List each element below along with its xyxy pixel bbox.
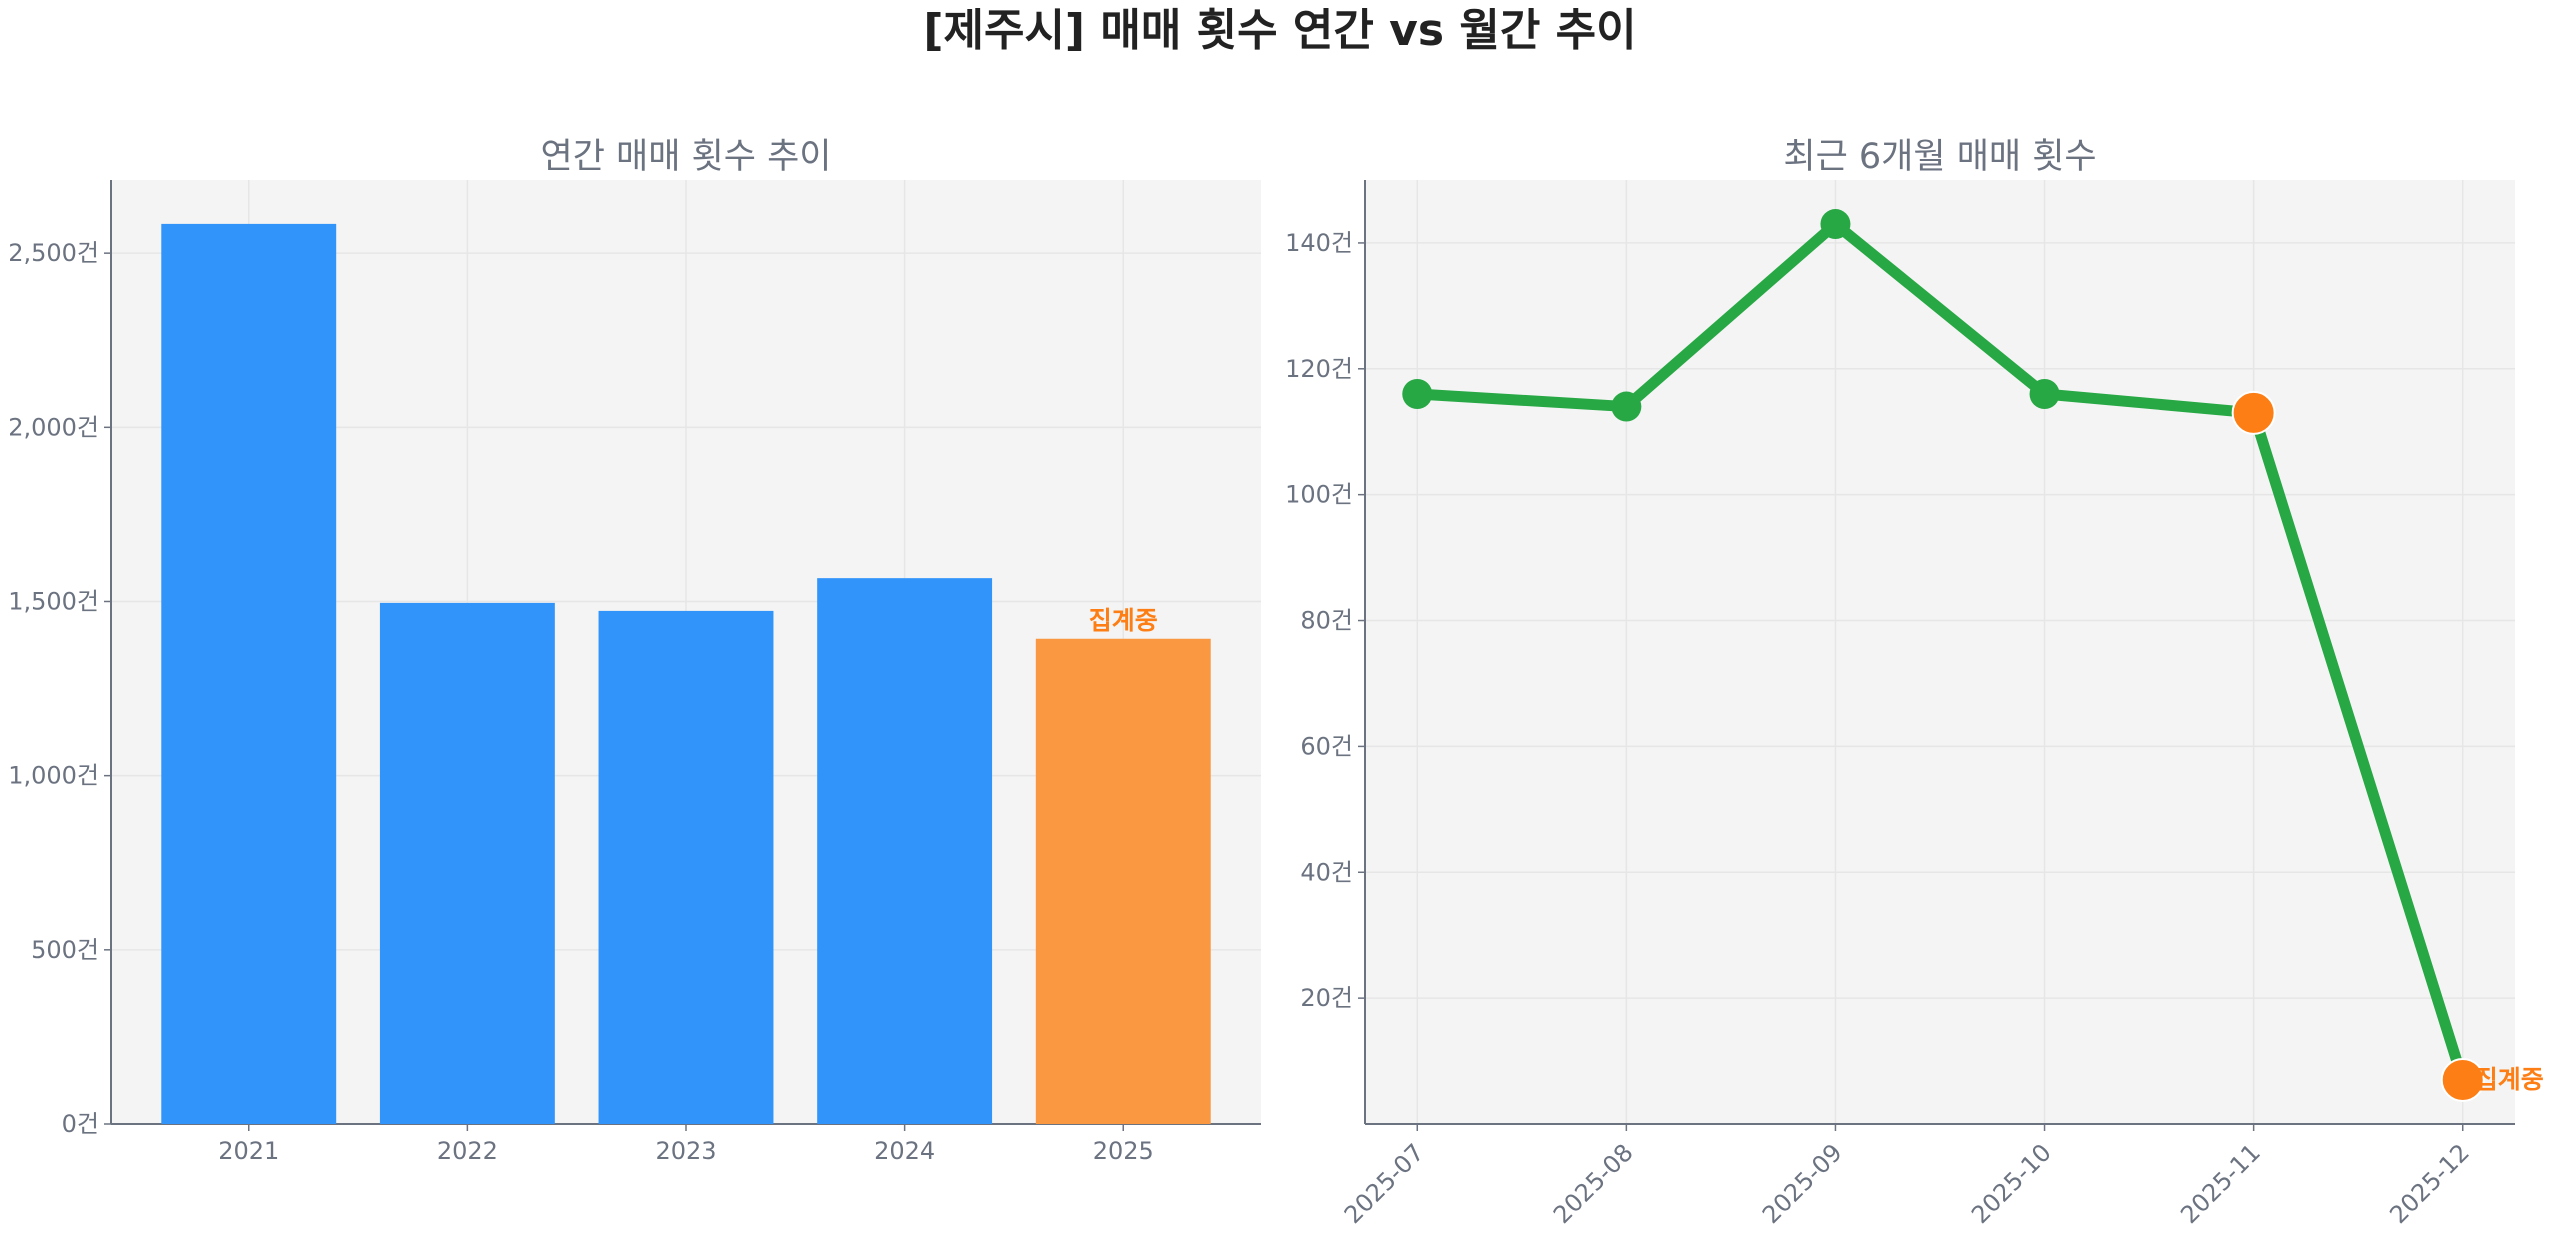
series-line [1416, 218, 2468, 1082]
ytick-label: 2,500건 [8, 239, 99, 267]
xtick-label: 2025 [1093, 1137, 1154, 1165]
bar-2022 [379, 602, 555, 1124]
data-point-2025-10 [2029, 378, 2060, 409]
xtick-label: 2021 [218, 1137, 279, 1165]
ytick-label: 100건 [1285, 481, 1353, 509]
xtick-label: 2024 [874, 1137, 935, 1165]
ytick-label: 0건 [62, 1110, 99, 1138]
xtick-label: 2025-08 [1548, 1138, 1639, 1229]
annotation-label: 집계중 [1089, 606, 1158, 635]
xtick-label: 2025-11 [2175, 1138, 2266, 1229]
ytick-label: 1,500건 [8, 587, 99, 615]
ytick-label: 500건 [31, 936, 99, 964]
bar-2024 [817, 578, 993, 1124]
annotation-label: 집계중 [2475, 1065, 2544, 1094]
xtick-label: 2025-07 [1339, 1138, 1430, 1229]
ytick-label: 120건 [1285, 355, 1353, 383]
data-point-2025-08 [1611, 391, 1642, 422]
xtick-label: 2025-12 [2384, 1138, 2475, 1229]
ytick-label: 60건 [1300, 732, 1353, 760]
ytick-label: 80건 [1300, 607, 1353, 635]
data-point-2025-07 [1402, 378, 1433, 409]
ytick-label: 140건 [1285, 229, 1353, 257]
bar-2025 [1035, 638, 1211, 1124]
right-chart-title: 최근 6개월 매매 횟수 [1783, 137, 2096, 177]
ytick-label: 1,000건 [8, 762, 99, 790]
left-chart: 0건 500건 1,000건 1,500건 2,000건 2,500건 2021 2022 20… [8, 180, 1261, 1165]
bar-2023 [598, 610, 774, 1124]
ytick-label: 20건 [1300, 984, 1353, 1012]
xtick-label: 2025-10 [1966, 1138, 2057, 1229]
bar-2021 [161, 223, 337, 1125]
right-chart: 20건 40건 60건 80건 100건 120건 140건 2025-07 2025-08 20… [1285, 180, 2544, 1229]
ytick-label: 40건 [1300, 858, 1353, 886]
left-chart-title: 연간 매매 횟수 추이 [541, 137, 832, 177]
ytick-label: 2,000건 [8, 413, 99, 441]
xtick-label: 2025-09 [1757, 1138, 1848, 1229]
xtick-label: 2023 [655, 1137, 716, 1165]
xtick-label: 2022 [437, 1137, 498, 1165]
figure-title: [제주시] 매매 횟수 연간 vs 월간 추이 [923, 5, 1636, 56]
data-point-2025-11 [2231, 390, 2276, 435]
data-point-2025-09 [1820, 209, 1851, 240]
plot-area [1365, 180, 2515, 1124]
data-point-2025-12 [2440, 1057, 2485, 1102]
